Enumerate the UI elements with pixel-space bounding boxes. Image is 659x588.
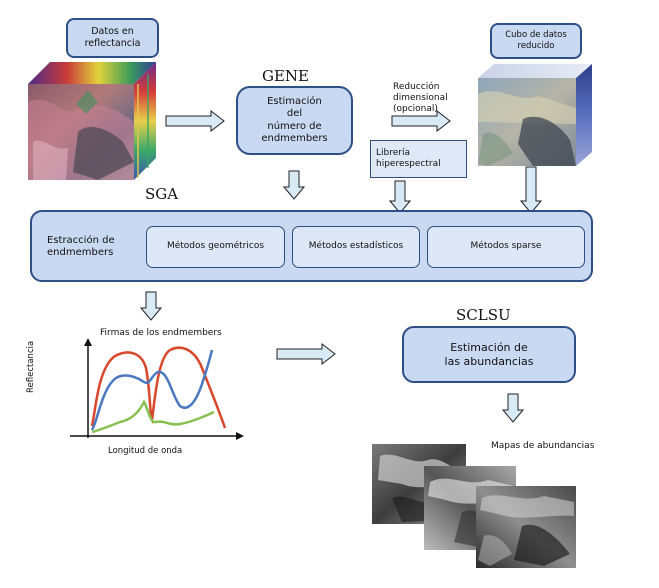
- reduccion-dimensional-label: Reducción dimensional (opcional): [393, 82, 448, 114]
- firmas-plot-title: Firmas de los endmembers: [100, 328, 222, 338]
- blue-signature-line: [90, 349, 214, 431]
- arrow-firmas-to-abundancias: [276, 343, 336, 365]
- arrow-cubo-to-extraccion: [520, 166, 542, 214]
- hyperspectral-cube-image: [28, 62, 156, 180]
- estimacion-abundancias-box: Estimación de las abundancias: [402, 326, 576, 383]
- arrow-abundancias-to-mapas: [502, 393, 524, 423]
- datos-reflectancia-box: Datos en reflectancia: [66, 18, 159, 58]
- extraccion-endmembers-label: Estracción de endmembers: [47, 235, 115, 258]
- gene-estimacion-box: Estimación del número de endmembers: [236, 86, 353, 155]
- gene-label: GENE: [262, 67, 310, 85]
- arrow-libreria-to-extraccion: [389, 180, 411, 214]
- metodos-estadisticos-box: Métodos estadísticos: [292, 226, 420, 268]
- metodos-geometricos-box: Métodos geométricos: [146, 226, 285, 268]
- cubo-reducido-box: Cubo de datos reducido: [490, 23, 582, 59]
- sclsu-label: SCLSU: [456, 306, 511, 324]
- reduced-cube-image: [478, 64, 592, 166]
- plot-ylabel: Reflectancia: [26, 340, 36, 393]
- plot-xlabel: Longitud de onda: [108, 446, 183, 456]
- abundance-map-3: [476, 486, 576, 568]
- metodos-sparse-box: Métodos sparse: [427, 226, 585, 268]
- mapas-abundancias-label: Mapas de abundancias: [491, 441, 595, 451]
- arrow-gene-to-extraccion: [283, 170, 305, 200]
- abundance-maps-stack: [372, 444, 576, 568]
- endmember-signatures-plot: [70, 338, 244, 440]
- sga-label: SGA: [145, 185, 179, 203]
- libreria-hiperespectral-box: Librería hiperespectral: [370, 140, 467, 178]
- arrow-reduccion-to-cubo: [391, 110, 451, 132]
- arrow-extraccion-to-firmas: [140, 291, 162, 321]
- green-signature-line: [91, 399, 215, 434]
- arrow-cube-to-gene: [165, 110, 225, 132]
